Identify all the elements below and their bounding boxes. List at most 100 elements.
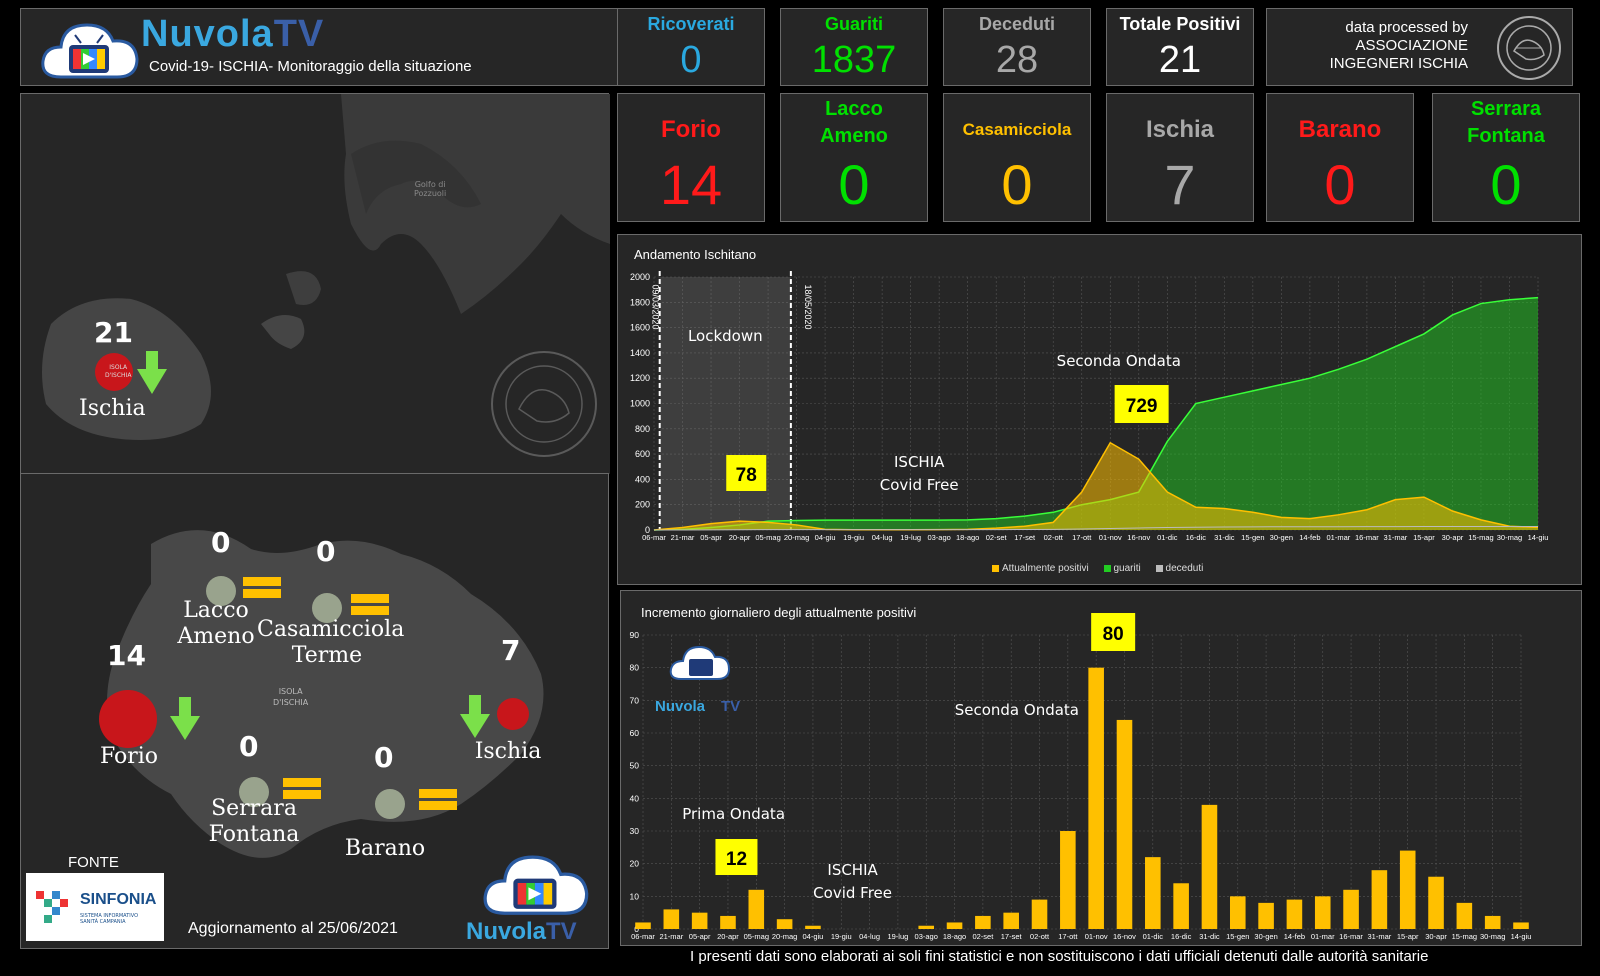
x-tick-label: 14-giu — [1528, 533, 1549, 542]
town-value: 7 — [1164, 153, 1196, 216]
lockdown-band — [659, 277, 791, 530]
bar — [1399, 850, 1416, 929]
y-tick-label: 1200 — [630, 373, 650, 383]
map-island-panel: ISOLA D'ISCHIA 0 Lacco Ameno 0 Casamiccio… — [20, 473, 609, 949]
x-tick-label: 17-set — [1014, 533, 1036, 542]
x-tick-label: 15-mag — [1468, 533, 1493, 542]
peak2-label: 729 — [1126, 396, 1158, 417]
stat-label: Guariti — [824, 14, 883, 34]
brand-title-a: Nuvola — [141, 13, 274, 55]
town-box-lacco: Lacco Ameno 0 — [780, 93, 928, 222]
stat-box-guariti: Guariti 1837 — [780, 8, 928, 86]
bar — [1484, 915, 1501, 929]
bar — [663, 909, 680, 929]
x-tick-label: 30-mag — [1480, 932, 1505, 941]
y-tick-label: 20 — [630, 859, 640, 869]
x-tick-label: 19-giu — [831, 932, 852, 941]
x-tick-label: 05-apr — [689, 932, 711, 941]
y-tick-label: 0 — [645, 525, 650, 535]
island-map — [99, 530, 544, 858]
town-label-b: Fontana — [1467, 125, 1545, 147]
x-tick-label: 01-dic — [1157, 533, 1178, 542]
chart-trend-legend: Attualmente positivi guariti deceduti — [992, 563, 1203, 574]
x-tick-label: 15-apr — [1397, 932, 1419, 941]
map-forio-label: Forio — [99, 744, 159, 769]
bar — [805, 925, 821, 929]
y-tick-label: 70 — [630, 695, 640, 705]
bar — [1286, 899, 1303, 929]
x-tick-label: 15-apr — [1413, 533, 1435, 542]
credit-line3: INGEGNERI ISCHIA — [1329, 55, 1468, 72]
y-tick-label: 90 — [630, 630, 640, 640]
stat-value: 28 — [995, 39, 1039, 81]
town-box-forio: Forio 14 — [617, 93, 765, 222]
island-tag-label: ISOLA D'ISCHIA — [105, 364, 131, 380]
x-tick-label: 31-mar — [1368, 932, 1392, 941]
credit-text: data processed by ASSOCIAZIONE INGEGNERI… — [1330, 19, 1468, 73]
map-ischia-count: 7 — [501, 634, 521, 667]
stat-box-ricoverati: Ricoverati 0 — [617, 8, 765, 86]
town-value: 0 — [838, 153, 870, 216]
town-value: 0 — [1490, 153, 1522, 216]
map-ischia-label: Ischia — [474, 739, 542, 764]
x-tick-label: 16-mar — [1339, 932, 1363, 941]
x-tick-label: 05-apr — [700, 533, 722, 542]
x-tick-label: 03-ago — [915, 932, 938, 941]
x-tick-label: 02-set — [972, 932, 994, 941]
town-label: Barano — [1267, 116, 1413, 143]
footer-brand-b: TV — [546, 918, 577, 945]
x-tick-label: 17-ott — [1072, 533, 1092, 542]
bar — [1456, 902, 1473, 929]
map-casamicciola-count: 0 — [316, 535, 336, 568]
town-label-a: Forio — [661, 116, 721, 143]
footer-brand-a: Nuvola — [466, 918, 547, 945]
credit-line1: data processed by — [1345, 19, 1468, 36]
bar — [1343, 889, 1359, 929]
x-tick-label: 15-gen — [1241, 533, 1264, 542]
y-tick-label: 80 — [630, 663, 640, 673]
town-label-a: Lacco — [825, 98, 883, 120]
x-tick-label: 31-mar — [1384, 533, 1408, 542]
y-tick-label: 30 — [630, 826, 640, 836]
peak1-box — [726, 455, 767, 491]
town-value: 14 — [659, 153, 723, 216]
island-name-line1: ISOLA — [278, 687, 303, 696]
map-lacco-label: Lacco Ameno — [161, 598, 271, 650]
wave1-label: Prima Ondata — [682, 805, 785, 823]
brand-title-b: TV — [273, 13, 325, 55]
x-tick-label: 20-mag — [772, 932, 797, 941]
x-tick-label: 20-apr — [729, 533, 751, 542]
map-lacco-count: 0 — [211, 526, 231, 559]
covid-free-label-a: ISCHIA — [894, 453, 945, 471]
x-tick-label: 16-mar — [1355, 533, 1379, 542]
sinfonia-subtitle: SISTEMA INFORMATIVO SANITÀ CAMPANIA — [80, 913, 138, 925]
x-tick-label: 04-giu — [803, 932, 824, 941]
bar — [748, 889, 765, 929]
stat-label: Ricoverati — [647, 14, 735, 34]
town-label: Ischia — [1107, 116, 1253, 143]
bar — [1258, 902, 1274, 929]
bar — [1003, 912, 1019, 929]
island-name-line2: D'ISCHIA — [273, 698, 309, 707]
x-tick-label: 20-apr — [717, 932, 739, 941]
sinfonia-subtitle-line1: SISTEMA INFORMATIVO — [80, 913, 139, 919]
legend-item-deceduti: deceduti — [1155, 563, 1204, 574]
town-label-b: Ameno — [820, 125, 888, 147]
series-guariti-area — [654, 297, 1538, 530]
town-label: Forio — [618, 116, 764, 143]
x-tick-label: 30-apr — [1442, 533, 1464, 542]
map-serrara-label: Serrara Fontana — [189, 796, 319, 848]
x-tick-label: 14-feb — [1284, 932, 1305, 941]
x-tick-label: 04-lug — [859, 932, 880, 941]
map-barano-label: Barano — [344, 836, 426, 861]
association-seal-icon — [1497, 16, 1561, 80]
nuvolatv-logo-icon — [41, 23, 139, 79]
bar — [975, 915, 991, 929]
x-tick-label: 16-nov — [1127, 533, 1150, 542]
x-tick-label: 01-mar — [1327, 533, 1351, 542]
legend-label-deceduti: deceduti — [1165, 563, 1204, 574]
nuvolatv-footer-logo-icon — [483, 855, 589, 915]
chart-daily-title: Incremento giornaliero degli attualmente… — [641, 605, 917, 620]
bar — [776, 919, 793, 929]
covid-free-label-a: ISCHIA — [827, 861, 878, 879]
